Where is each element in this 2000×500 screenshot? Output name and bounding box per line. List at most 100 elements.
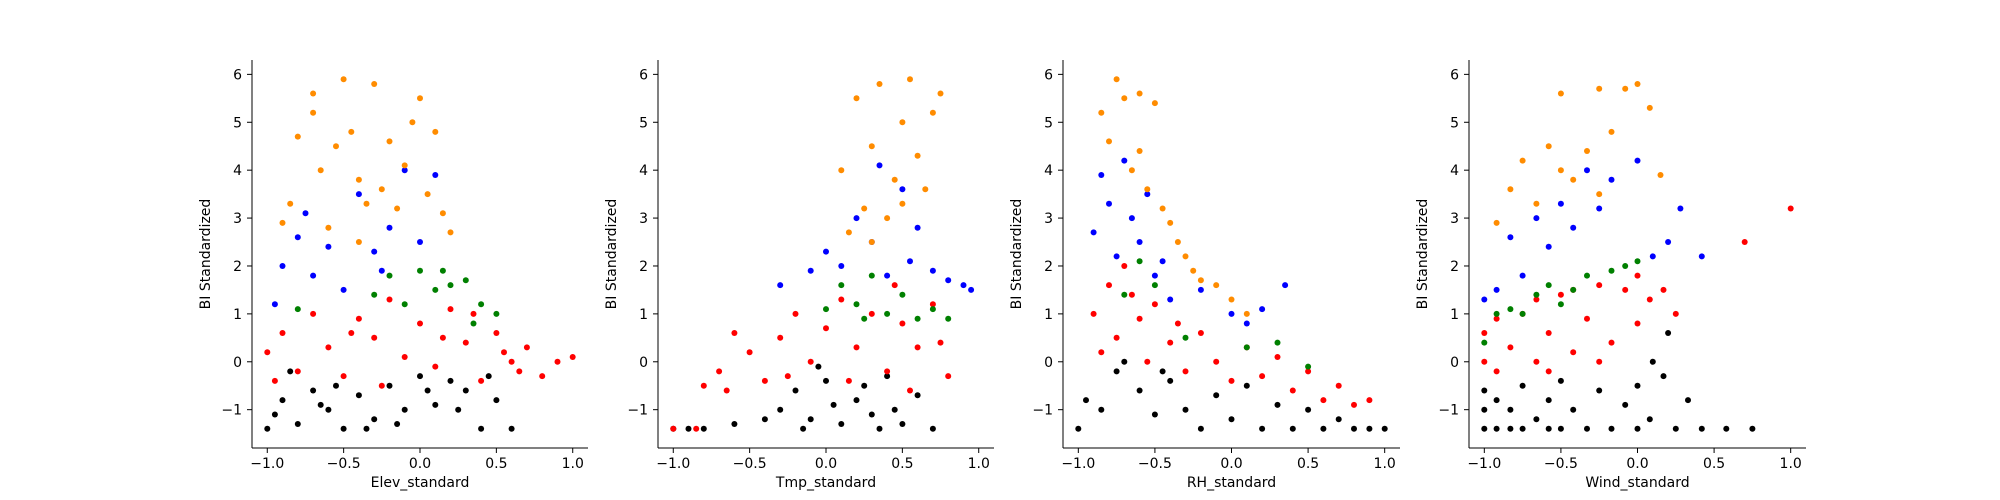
data-point bbox=[1646, 296, 1653, 303]
data-point bbox=[891, 176, 898, 183]
data-point bbox=[1213, 358, 1220, 365]
data-point bbox=[317, 401, 324, 408]
data-point bbox=[968, 286, 975, 293]
x-tick-label: 1.0 bbox=[1374, 456, 1396, 472]
data-point bbox=[1098, 109, 1105, 116]
data-point bbox=[1622, 286, 1629, 293]
data-point bbox=[1366, 397, 1373, 404]
data-point bbox=[1136, 387, 1143, 394]
x-axis-label: RH_standard bbox=[1187, 475, 1276, 491]
y-tick-label: 3 bbox=[1044, 211, 1053, 227]
data-point bbox=[279, 330, 286, 336]
data-point bbox=[838, 282, 845, 289]
data-point bbox=[1144, 358, 1151, 365]
data-point bbox=[1481, 358, 1488, 365]
scatter-panel-4: −1.0 −0.5 0.0 0.5 1.0 −1 0 1 2 3 4 5 6 Wind_standard B… bbox=[1415, 60, 1806, 491]
data-point bbox=[945, 277, 952, 284]
data-point bbox=[1493, 286, 1500, 293]
data-point bbox=[1481, 339, 1488, 346]
y-tick-label: 5 bbox=[233, 115, 242, 131]
data-point bbox=[401, 406, 408, 413]
data-point bbox=[1545, 425, 1552, 432]
data-point bbox=[294, 421, 301, 427]
data-point bbox=[937, 339, 944, 346]
data-point bbox=[853, 95, 860, 102]
data-point bbox=[409, 119, 416, 126]
data-point bbox=[1596, 85, 1603, 92]
data-point bbox=[516, 368, 523, 375]
data-point bbox=[1545, 243, 1552, 250]
y-tick-label: 6 bbox=[1450, 67, 1459, 83]
data-point bbox=[1493, 219, 1500, 226]
data-point bbox=[777, 282, 784, 289]
data-point bbox=[271, 377, 278, 384]
data-point bbox=[761, 416, 768, 423]
data-point bbox=[348, 128, 355, 135]
data-point bbox=[363, 200, 370, 207]
data-point bbox=[317, 167, 324, 174]
data-point bbox=[1634, 258, 1641, 265]
data-point bbox=[569, 354, 576, 360]
data-point bbox=[914, 392, 921, 399]
data-point bbox=[1151, 301, 1158, 308]
data-point bbox=[1622, 401, 1629, 408]
data-point bbox=[1570, 224, 1577, 231]
data-point bbox=[723, 387, 730, 394]
data-point bbox=[279, 263, 286, 269]
data-point bbox=[1660, 373, 1667, 380]
data-point bbox=[792, 310, 799, 317]
data-point bbox=[355, 392, 362, 399]
data-point bbox=[378, 267, 385, 274]
data-point bbox=[470, 320, 477, 327]
data-point bbox=[271, 411, 278, 418]
data-point bbox=[1649, 253, 1656, 260]
data-point bbox=[1136, 315, 1143, 322]
data-point bbox=[462, 339, 469, 346]
data-point bbox=[1274, 354, 1281, 360]
data-point bbox=[884, 310, 891, 317]
data-point bbox=[378, 186, 385, 193]
data-point bbox=[1584, 315, 1590, 322]
data-point bbox=[1649, 358, 1656, 365]
data-point bbox=[478, 425, 485, 432]
data-point bbox=[1634, 320, 1641, 327]
data-point bbox=[1657, 172, 1664, 178]
data-point bbox=[1106, 138, 1112, 145]
data-point bbox=[310, 310, 317, 317]
x-tick-label: −1.0 bbox=[1061, 456, 1095, 472]
data-point bbox=[1557, 377, 1564, 384]
data-point bbox=[1698, 253, 1705, 260]
data-point bbox=[1634, 81, 1641, 87]
data-point bbox=[1098, 349, 1105, 356]
data-point bbox=[432, 363, 439, 370]
data-point bbox=[1113, 368, 1120, 375]
data-point bbox=[929, 109, 936, 116]
y-tick-label: 5 bbox=[639, 115, 648, 131]
data-point bbox=[1608, 176, 1615, 183]
y-tick-label: 0 bbox=[639, 355, 648, 371]
data-point bbox=[340, 76, 347, 83]
data-point bbox=[1182, 406, 1189, 413]
data-point bbox=[899, 119, 906, 126]
data-point bbox=[1584, 167, 1590, 174]
data-point bbox=[294, 234, 301, 241]
data-point bbox=[1596, 191, 1603, 198]
data-point bbox=[1672, 310, 1679, 317]
data-point bbox=[539, 373, 546, 380]
data-point bbox=[1098, 406, 1105, 413]
data-point bbox=[1533, 291, 1540, 298]
data-point bbox=[1634, 157, 1641, 164]
data-point bbox=[432, 286, 439, 293]
x-tick-label: 0.5 bbox=[485, 456, 507, 472]
data-points bbox=[670, 76, 975, 432]
data-point bbox=[325, 243, 332, 250]
data-point bbox=[823, 325, 829, 332]
y-tick-label: 5 bbox=[1450, 115, 1459, 131]
data-point bbox=[853, 301, 860, 308]
data-point bbox=[1213, 282, 1220, 289]
data-point bbox=[800, 425, 807, 432]
data-point bbox=[884, 272, 891, 279]
data-point bbox=[1305, 406, 1312, 413]
data-point bbox=[1493, 310, 1500, 317]
data-point bbox=[1519, 382, 1526, 389]
